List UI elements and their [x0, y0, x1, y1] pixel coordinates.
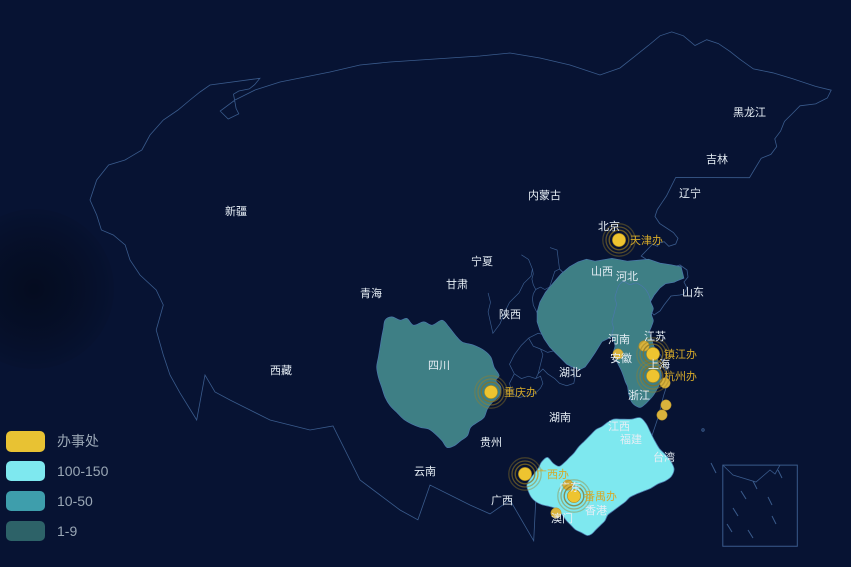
svg-text:安徽: 安徽 — [610, 351, 632, 365]
svg-text:西藏: 西藏 — [270, 364, 292, 377]
svg-text:杭州办: 杭州办 — [664, 369, 697, 383]
svg-text:番禺办: 番禺办 — [584, 490, 617, 503]
svg-text:广西: 广西 — [491, 494, 513, 507]
svg-text:陕西: 陕西 — [499, 307, 521, 321]
svg-text:甘肃: 甘肃 — [446, 278, 468, 291]
svg-text:青海: 青海 — [360, 286, 382, 300]
svg-text:天津办: 天津办 — [630, 234, 663, 247]
svg-text:镇江办: 镇江办 — [664, 347, 697, 361]
svg-text:1-9: 1-9 — [57, 523, 77, 539]
svg-text:香港: 香港 — [585, 504, 607, 517]
svg-text:山西: 山西 — [591, 265, 613, 278]
svg-text:江苏: 江苏 — [644, 330, 666, 343]
svg-text:广东: 广东 — [559, 481, 581, 494]
svg-text:四川: 四川 — [428, 360, 450, 372]
svg-text:吉林: 吉林 — [706, 152, 728, 166]
svg-text:黑龙江: 黑龙江 — [733, 106, 766, 119]
svg-text:河北: 河北 — [616, 270, 638, 283]
svg-text:新疆: 新疆 — [225, 204, 247, 218]
svg-text:10-50: 10-50 — [57, 493, 93, 509]
svg-text:办事处: 办事处 — [57, 433, 99, 449]
svg-text:广西办: 广西办 — [536, 468, 569, 481]
svg-text:澳门: 澳门 — [551, 511, 573, 525]
svg-text:辽宁: 辽宁 — [679, 186, 701, 200]
svg-text:湖北: 湖北 — [559, 366, 581, 379]
svg-text:江西: 江西 — [608, 420, 630, 433]
svg-text:贵州: 贵州 — [480, 436, 502, 449]
svg-text:云南: 云南 — [414, 465, 436, 478]
svg-text:台湾: 台湾 — [653, 450, 675, 464]
svg-text:浙江: 浙江 — [628, 389, 650, 402]
svg-text:湖南: 湖南 — [549, 411, 571, 424]
svg-text:山东: 山东 — [682, 286, 704, 299]
svg-text:福建: 福建 — [620, 432, 642, 446]
svg-text:100-150: 100-150 — [57, 463, 109, 479]
svg-text:河南: 河南 — [608, 333, 630, 346]
svg-text:重庆办: 重庆办 — [504, 385, 537, 399]
svg-text:内蒙古: 内蒙古 — [528, 188, 561, 202]
svg-text:宁夏: 宁夏 — [471, 254, 493, 268]
svg-text:北京: 北京 — [598, 219, 620, 233]
